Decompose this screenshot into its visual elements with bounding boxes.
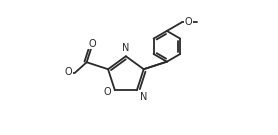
Text: O: O bbox=[103, 87, 111, 97]
Text: O: O bbox=[88, 39, 96, 49]
Text: N: N bbox=[140, 92, 148, 102]
Text: N: N bbox=[122, 43, 130, 53]
Text: O: O bbox=[64, 67, 72, 77]
Text: O: O bbox=[185, 17, 192, 27]
